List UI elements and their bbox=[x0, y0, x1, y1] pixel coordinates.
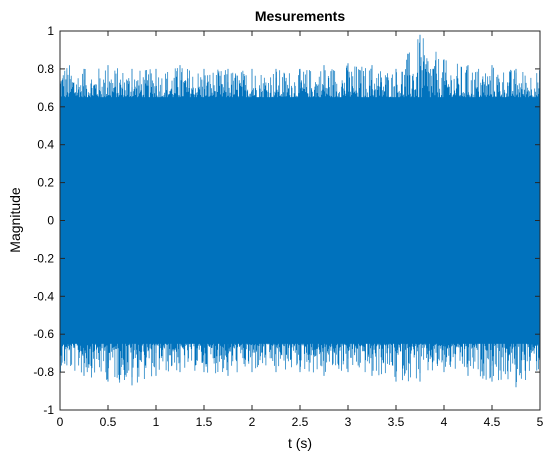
x-tick-label: 5 bbox=[537, 415, 544, 429]
x-axis: 0 0.5 1 1.5 2 2.5 3 3.5 4 4.5 5 bbox=[57, 31, 544, 429]
x-tick-label: 4 bbox=[441, 415, 448, 429]
chart-title: Mesurements bbox=[255, 8, 345, 24]
y-axis-label: Magnitude bbox=[7, 187, 23, 253]
y-tick-label: -0.8 bbox=[33, 365, 54, 379]
x-tick-label: 3 bbox=[345, 415, 352, 429]
x-tick-label: 1.5 bbox=[196, 415, 213, 429]
x-tick-label: 0.5 bbox=[100, 415, 117, 429]
y-tick-label: -0.6 bbox=[33, 327, 54, 341]
x-tick-label: 3.5 bbox=[388, 415, 405, 429]
signal-group bbox=[59, 34, 541, 388]
y-tick-label: 0.2 bbox=[37, 176, 54, 190]
x-axis-label: t (s) bbox=[288, 435, 312, 451]
x-tick-label: 2.5 bbox=[292, 415, 309, 429]
y-tick-label: 0.6 bbox=[37, 100, 54, 114]
y-tick-label: -1 bbox=[43, 403, 54, 417]
y-tick-label: 0.4 bbox=[37, 138, 54, 152]
y-tick-label: 0.8 bbox=[37, 62, 54, 76]
x-tick-label: 0 bbox=[57, 415, 64, 429]
x-tick-label: 2 bbox=[249, 415, 256, 429]
y-axis: 1 0.8 0.6 0.4 0.2 0 -0.2 -0.4 -0.6 -0.8 -1 bbox=[33, 24, 540, 417]
y-tick-label: -0.4 bbox=[33, 289, 54, 303]
y-tick-label: 0 bbox=[47, 214, 54, 228]
x-tick-label: 1 bbox=[153, 415, 160, 429]
x-tick-label: 4.5 bbox=[484, 415, 501, 429]
y-tick-label: 1 bbox=[47, 24, 54, 38]
y-tick-label: -0.2 bbox=[33, 251, 54, 265]
